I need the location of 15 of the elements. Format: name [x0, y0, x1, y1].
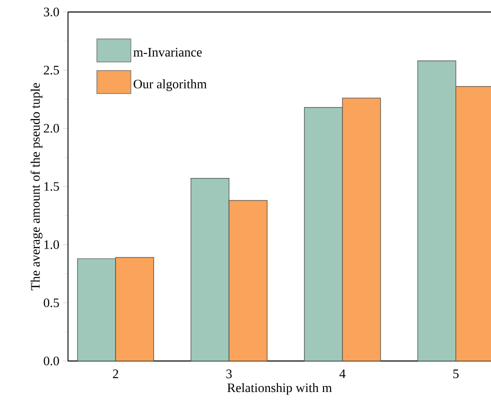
y-tick-label: 2.0 — [44, 124, 59, 133]
x-tick-label: 2 — [112, 370, 118, 378]
legend-label: m-Invariance — [133, 48, 202, 57]
y-tick-label: 2.5 — [44, 66, 59, 75]
legend-label: Our algorithm — [134, 79, 207, 92]
y-axis-title: The average amount of the pseudo tuple — [30, 82, 42, 290]
x-tick-label: 3 — [226, 370, 232, 378]
y-tick-label: 0.0 — [44, 356, 59, 366]
y-tick-label: 0.5 — [44, 298, 59, 308]
x-axis-title: Relationship with m — [227, 383, 332, 395]
y-tick-label: 1.0 — [44, 240, 59, 250]
x-tick-label: 4 — [339, 370, 346, 378]
x-tick-label: 5 — [453, 370, 459, 378]
y-tick-label: 1.5 — [44, 182, 59, 191]
y-tick-label: 3.0 — [44, 8, 59, 16]
